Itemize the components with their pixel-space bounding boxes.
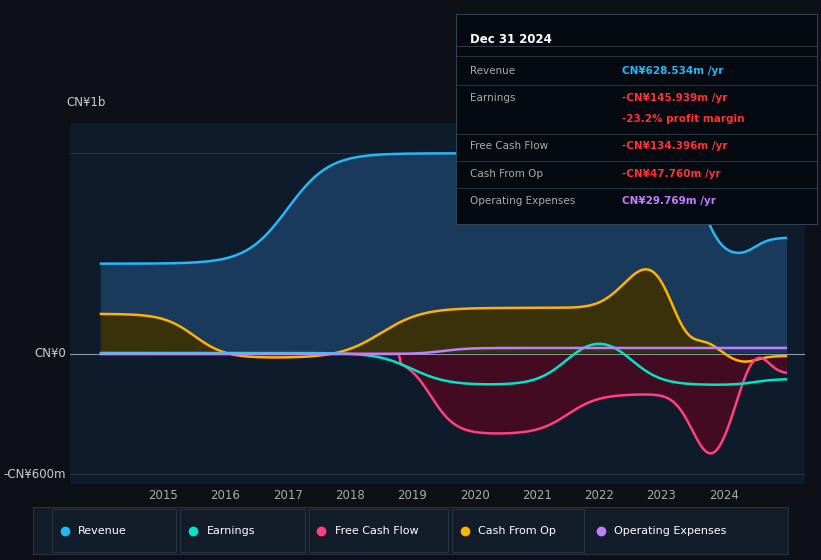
Text: Cash From Op: Cash From Op [479,526,557,535]
Text: Dec 31 2024: Dec 31 2024 [470,33,552,46]
Bar [452,509,585,552]
Text: CN¥1b: CN¥1b [67,96,105,109]
Text: Operating Expenses: Operating Expenses [470,196,576,206]
Bar [52,509,177,552]
Bar [309,509,448,552]
Text: Free Cash Flow: Free Cash Flow [470,141,548,151]
Text: -23.2% profit margin: -23.2% profit margin [621,114,745,124]
Text: -CN¥47.760m /yr: -CN¥47.760m /yr [621,169,721,179]
Text: CN¥0: CN¥0 [34,347,67,361]
Text: Free Cash Flow: Free Cash Flow [335,526,419,535]
Text: Revenue: Revenue [78,526,127,535]
Text: -CN¥145.939m /yr: -CN¥145.939m /yr [621,93,727,103]
Text: -CN¥134.396m /yr: -CN¥134.396m /yr [621,141,727,151]
Text: CN¥29.769m /yr: CN¥29.769m /yr [621,196,716,206]
Text: CN¥628.534m /yr: CN¥628.534m /yr [621,66,723,76]
Text: Earnings: Earnings [470,93,516,103]
Text: Revenue: Revenue [470,66,516,76]
Text: Earnings: Earnings [207,526,255,535]
Text: Cash From Op: Cash From Op [470,169,544,179]
Bar [180,509,305,552]
Text: Operating Expenses: Operating Expenses [614,526,727,535]
Text: -CN¥600m: -CN¥600m [3,468,67,481]
